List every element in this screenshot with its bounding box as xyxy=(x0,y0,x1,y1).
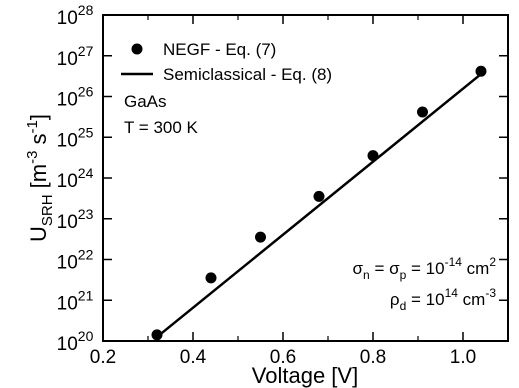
param-rho-exp: 14 xyxy=(445,286,459,300)
param-rho-unit: cm xyxy=(458,290,485,309)
x-tick-label: 0.2 xyxy=(90,347,116,368)
legend: NEGF - Eq. (7) Semiclassical - Eq. (8) xyxy=(121,40,332,84)
legend-marker-negf xyxy=(131,43,143,55)
param-rho-sub: d xyxy=(400,299,407,313)
negf-data-point xyxy=(151,329,163,341)
y-axis-title-unit-close: ] xyxy=(26,114,51,120)
y-tick-label: 1026 xyxy=(57,84,94,111)
y-ticks: 1020 1021 1022 1023 1024 1025 1026 1027 1028 xyxy=(57,2,508,355)
param-sigma-eq2: = 10 xyxy=(406,259,444,278)
y-tick-label: 1022 xyxy=(57,247,94,274)
y-axis-title-exp2: -1 xyxy=(24,120,41,133)
x-axis-title: Voltage [V] xyxy=(252,363,358,388)
param-sigma-n-sub: n xyxy=(363,268,370,282)
x-tick-label: 0.4 xyxy=(180,347,207,368)
param-sigma-p-sub: p xyxy=(400,268,407,282)
semiclassical-line xyxy=(156,73,482,338)
param-rho-unit-exp: -3 xyxy=(485,286,496,300)
y-tick-label: 1027 xyxy=(57,43,94,70)
y-tick-label: 1020 xyxy=(57,328,94,355)
param-sigma-n-symbol: σ xyxy=(353,259,364,278)
legend-text-negf: NEGF - Eq. (7) xyxy=(163,40,276,59)
param-sigma-eq1: = xyxy=(370,259,389,278)
param-sigma-unit-exp: 2 xyxy=(489,255,496,269)
y-axis-title-base: U xyxy=(26,226,51,242)
annotation-material: GaAs xyxy=(124,92,167,111)
negf-data-point xyxy=(205,272,217,284)
y-tick-label: 1023 xyxy=(57,206,94,233)
x-tick-label: 1.0 xyxy=(450,347,476,368)
param-rho-symbol: ρ xyxy=(390,290,400,309)
legend-text-semiclassical: Semiclassical - Eq. (8) xyxy=(163,65,332,84)
param-rho-eq: = 10 xyxy=(406,290,444,309)
y-tick-label: 1025 xyxy=(57,124,94,151)
y-tick-label: 1021 xyxy=(57,287,94,314)
param-rho: ρd = 1014 cm-3 xyxy=(390,286,496,313)
y-axis-title: USRH [m-3 s-1] xyxy=(24,114,56,242)
param-sigma-p-symbol: σ xyxy=(389,259,400,278)
x-tick-label: 0.8 xyxy=(360,347,386,368)
y-tick-label: 1024 xyxy=(57,165,94,192)
negf-data-point xyxy=(475,65,487,77)
negf-data-point xyxy=(313,190,325,202)
series-points-group xyxy=(151,65,487,341)
negf-data-point xyxy=(255,231,266,243)
negf-data-point xyxy=(367,150,379,162)
param-sigma-unit: cm xyxy=(462,259,489,278)
y-axis-title-exp1: -3 xyxy=(24,151,41,164)
x-ticks: 0.2 0.4 0.6 0.8 1.0 xyxy=(90,15,476,368)
x-tick-label: 0.6 xyxy=(270,347,296,368)
y-tick-label: 1028 xyxy=(57,2,94,29)
param-sigma: σn = σp = 10-14 cm2 xyxy=(353,255,497,282)
annotation-temperature: T = 300 K xyxy=(124,118,199,137)
series-line-group xyxy=(156,73,482,338)
param-sigma-exp: -14 xyxy=(445,255,463,269)
y-axis-title-unit-open: [m xyxy=(26,164,51,195)
y-axis-title-sub: SRH xyxy=(39,194,56,226)
y-axis-title-mid: s xyxy=(26,133,51,150)
negf-data-point xyxy=(417,106,428,118)
